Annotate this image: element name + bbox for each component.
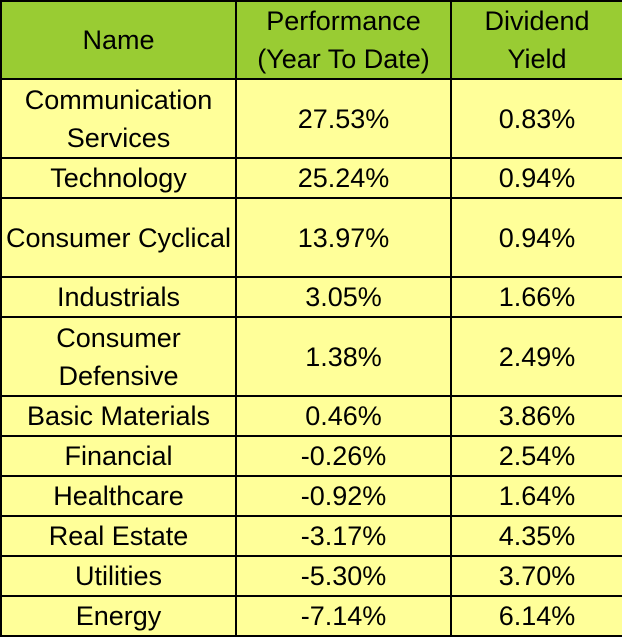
header-name: Name: [0, 0, 237, 80]
sector-name: Technology: [0, 157, 237, 199]
sector-name: Energy: [0, 595, 237, 637]
performance-value: 25.24%: [235, 157, 452, 199]
dividend-yield-value: 2.49%: [450, 316, 622, 397]
dividend-yield-value: 1.64%: [450, 475, 622, 517]
dividend-yield-value: 1.66%: [450, 276, 622, 318]
performance-value: 13.97%: [235, 197, 452, 278]
dividend-yield-value: 0.94%: [450, 197, 622, 278]
performance-value: -0.26%: [235, 435, 452, 477]
performance-value: 0.46%: [235, 395, 452, 437]
table-row: Financial -0.26% 2.54%: [0, 435, 622, 477]
dividend-yield-value: 4.35%: [450, 515, 622, 557]
sector-name: Real Estate: [0, 515, 237, 557]
sector-name: Financial: [0, 435, 237, 477]
header-performance-line1: Performance: [266, 6, 421, 36]
sector-name: Consumer Cyclical: [0, 197, 237, 278]
sector-name: Communication Services: [0, 78, 237, 159]
header-performance: Performance (Year To Date): [235, 0, 452, 80]
sector-name: Basic Materials: [0, 395, 237, 437]
performance-value: -3.17%: [235, 515, 452, 557]
header-row: Name Performance (Year To Date) Dividend…: [0, 0, 622, 80]
dividend-yield-value: 6.14%: [450, 595, 622, 637]
sector-name: Industrials: [0, 276, 237, 318]
table-row: Healthcare -0.92% 1.64%: [0, 475, 622, 517]
sector-name: Consumer Defensive: [0, 316, 237, 397]
dividend-yield-value: 3.70%: [450, 555, 622, 597]
table-row: Consumer Cyclical 13.97% 0.94%: [0, 197, 622, 278]
header-dividend-yield: Dividend Yield: [450, 0, 622, 80]
dividend-yield-value: 2.54%: [450, 435, 622, 477]
header-performance-line2: (Year To Date): [257, 44, 430, 74]
header-dividend-line1: Dividend: [484, 6, 590, 36]
table-row: Real Estate -3.17% 4.35%: [0, 515, 622, 557]
table-row: Technology 25.24% 0.94%: [0, 157, 622, 199]
dividend-yield-value: 0.94%: [450, 157, 622, 199]
performance-value: 27.53%: [235, 78, 452, 159]
table-header: Name Performance (Year To Date) Dividend…: [0, 0, 622, 80]
performance-value: -7.14%: [235, 595, 452, 637]
sector-name: Healthcare: [0, 475, 237, 517]
performance-value: -5.30%: [235, 555, 452, 597]
performance-value: 1.38%: [235, 316, 452, 397]
dividend-yield-value: 3.86%: [450, 395, 622, 437]
header-name-label: Name: [82, 25, 155, 55]
sector-name: Utilities: [0, 555, 237, 597]
table-row: Consumer Defensive 1.38% 2.49%: [0, 316, 622, 397]
table-body: Communication Services 27.53% 0.83% Tech…: [0, 78, 622, 637]
table-row: Energy -7.14% 6.14%: [0, 595, 622, 637]
table-row: Communication Services 27.53% 0.83%: [0, 78, 622, 159]
table-row: Basic Materials 0.46% 3.86%: [0, 395, 622, 437]
table-row: Utilities -5.30% 3.70%: [0, 555, 622, 597]
header-dividend-line2: Yield: [507, 44, 567, 74]
performance-value: -0.92%: [235, 475, 452, 517]
performance-value: 3.05%: [235, 276, 452, 318]
dividend-yield-value: 0.83%: [450, 78, 622, 159]
table-row: Industrials 3.05% 1.66%: [0, 276, 622, 318]
